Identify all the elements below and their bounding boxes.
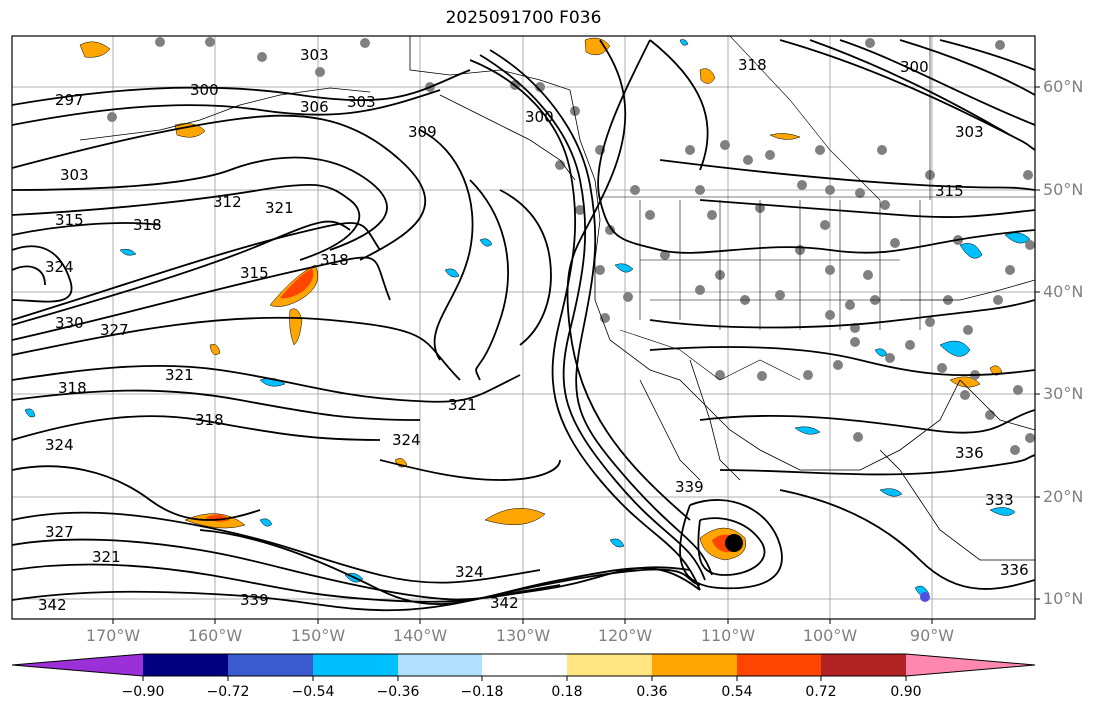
contour-label: 318	[58, 379, 87, 397]
contour-label: 324	[45, 258, 74, 276]
contour-label: 300	[900, 58, 929, 76]
colorbar-segment	[313, 654, 398, 676]
contour-label: 303	[300, 46, 329, 64]
colorbar-segment	[228, 654, 313, 676]
contour-label: 330	[55, 314, 84, 332]
contour-label: 342	[490, 594, 519, 612]
contour-label: 306	[300, 98, 329, 116]
contour-label: 342	[38, 596, 67, 614]
contour-label: 315	[55, 211, 84, 229]
lon-label: 120°W	[597, 626, 653, 645]
contour-label: 312	[213, 193, 242, 211]
colorbar	[11, 653, 1036, 681]
contour-label: 324	[45, 436, 74, 454]
lat-label: 60°N	[1043, 77, 1084, 96]
lon-label: 140°W	[392, 626, 448, 645]
map-title: 2025091700 F036	[445, 8, 602, 28]
contour-label: 303	[60, 166, 89, 184]
colorbar-tick-label: −0.18	[460, 684, 504, 700]
colorbar-tick-label: 0.90	[890, 684, 922, 700]
colorbar-tick-label: −0.36	[376, 684, 420, 700]
contour-label: 318	[195, 411, 224, 429]
contour-label: 318	[133, 216, 162, 234]
contour-label: 336	[955, 444, 984, 462]
contour-label: 321	[448, 396, 477, 414]
colorbar-segment	[12, 654, 143, 676]
lat-label: 10°N	[1043, 589, 1084, 608]
colorbar-segment	[821, 654, 906, 676]
contour-label: 297	[55, 91, 84, 109]
contour-label: 318	[738, 56, 767, 74]
coastlines	[79, 36, 1035, 561]
colorbar-segment	[143, 654, 228, 676]
contour-label: 321	[92, 548, 121, 566]
contour-label: 318	[320, 251, 349, 269]
contour-label: 339	[240, 591, 269, 609]
lon-label: 100°W	[802, 626, 858, 645]
political-borders	[600, 36, 1035, 381]
station-dots	[107, 37, 1035, 455]
contour-label: 324	[392, 431, 421, 449]
colorbar-tick-label: 0.36	[636, 684, 668, 700]
lat-label: 30°N	[1043, 384, 1084, 403]
lon-label: 160°W	[187, 626, 243, 645]
contour-label-group: 297 300 303 306 303 300 309 303 312 315 …	[38, 46, 1029, 614]
contour-label: 315	[240, 264, 269, 282]
colorbar-tick-label: 0.18	[551, 684, 583, 700]
violet-dot	[920, 592, 930, 602]
contour-label: 327	[45, 523, 74, 541]
contour-label: 333	[985, 491, 1014, 509]
colorbar-segment	[737, 654, 821, 676]
contour-label: 309	[408, 123, 437, 141]
contour-label: 300	[525, 108, 554, 126]
lat-label: 20°N	[1043, 487, 1084, 506]
contour-label: 303	[955, 123, 984, 141]
lon-label: 170°W	[85, 626, 141, 645]
contour-label: 324	[455, 563, 484, 581]
contour-label: 339	[675, 478, 704, 496]
colorbar-tick-label: 0.72	[805, 684, 837, 700]
lon-label: 150°W	[290, 626, 346, 645]
colorbar-segment	[652, 654, 737, 676]
contour-label: 321	[265, 199, 294, 217]
colorbar-tick-label: −0.90	[121, 684, 165, 700]
lat-label: 40°N	[1043, 282, 1084, 301]
lat-label: 50°N	[1043, 180, 1084, 199]
colorbar-tick-label: 0.54	[721, 684, 753, 700]
contour-label: 300	[190, 81, 219, 99]
colorbar-segment	[906, 654, 1035, 676]
colorbar-tick-label: −0.72	[206, 684, 250, 700]
contour-label: 327	[100, 321, 129, 339]
colorbar-segment	[567, 654, 652, 676]
contour-lines	[12, 39, 1035, 612]
lon-label: 90°W	[909, 626, 955, 645]
colorbar-segment	[482, 654, 567, 676]
colorbar-tick-label: −0.54	[291, 684, 335, 700]
hurricane-marker	[725, 534, 743, 552]
contour-label: 321	[165, 366, 194, 384]
tick-marks	[112, 86, 1040, 624]
colorbar-segment	[398, 654, 482, 676]
lon-label: 110°W	[700, 626, 756, 645]
contour-label: 303	[347, 93, 376, 111]
contour-label: 315	[935, 182, 964, 200]
contour-label: 336	[1000, 561, 1029, 579]
lon-label: 130°W	[495, 626, 551, 645]
